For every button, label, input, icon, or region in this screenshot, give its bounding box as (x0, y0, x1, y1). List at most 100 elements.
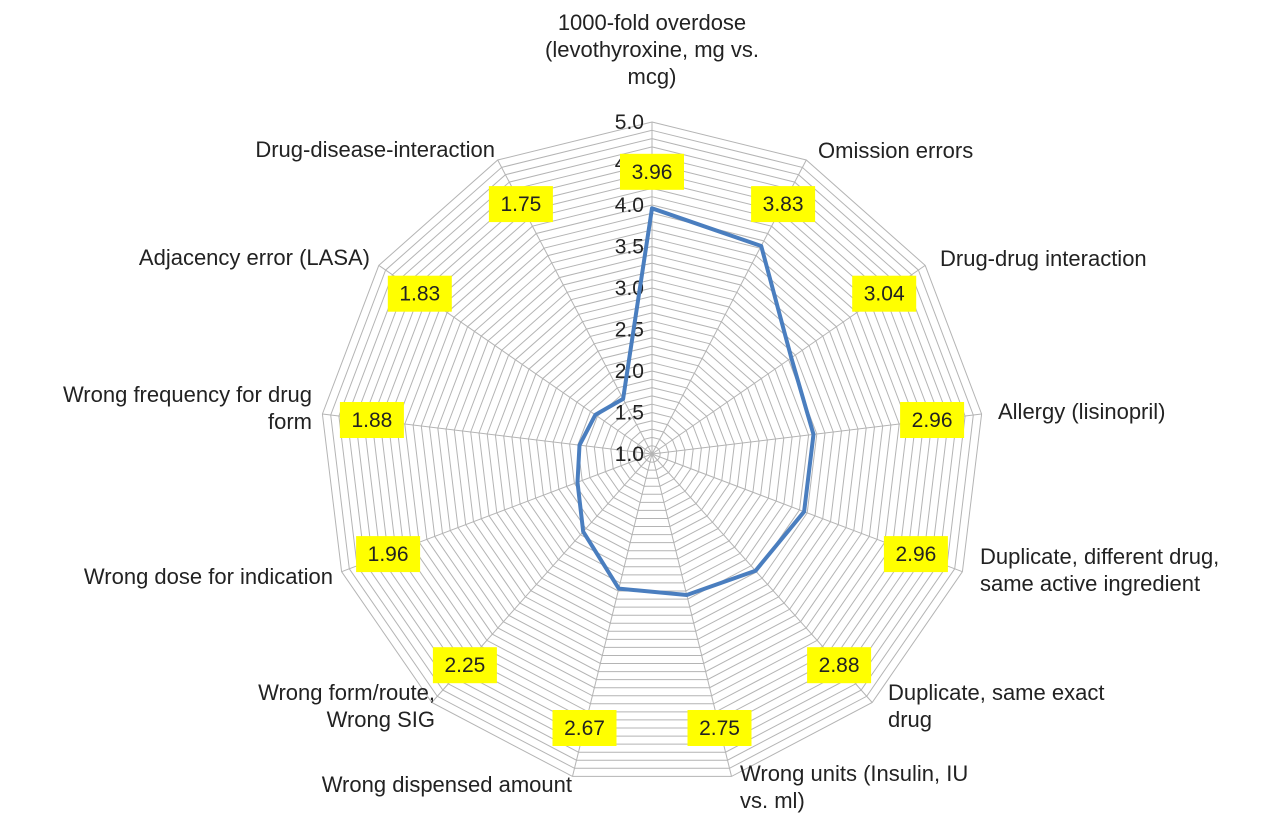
grid-ring (428, 229, 876, 673)
data-label-box (620, 153, 684, 190)
category-label-line: Wrong dispensed amount (322, 772, 572, 797)
data-label-text: 1.83 (399, 283, 440, 306)
tick-label: 1.0 (615, 443, 644, 466)
data-label-box (356, 536, 421, 573)
data-label: 3.96 (620, 153, 684, 190)
category-label-line: Duplicate, same exact (888, 680, 1104, 705)
data-label-text: 3.83 (763, 193, 804, 216)
data-label: 1.75 (488, 186, 553, 223)
grid-ring (453, 254, 851, 648)
grid-ring (396, 196, 908, 705)
category-label: Wrong form/route, Wrong SIG (258, 680, 435, 732)
tick-label: 1.5 (615, 402, 644, 425)
tick-label: 3.0 (615, 277, 644, 300)
data-label-box (488, 186, 553, 223)
data-label: 2.88 (807, 647, 872, 684)
grid-ring (569, 370, 735, 536)
data-label: 3.83 (751, 186, 816, 223)
data-label: 1.88 (339, 402, 404, 438)
grid-ring (338, 138, 966, 761)
category-label-line: form (268, 409, 312, 434)
data-labels: 3.96 3.83 3.04 2.96 2.96 2.88 2.75 2.67 2.25 1.96… (339, 153, 965, 746)
category-label-line: Wrong dose for indication (84, 564, 333, 589)
category-label-line: Wrong SIG (327, 707, 435, 732)
data-label-box (900, 402, 965, 438)
category-label-line: Duplicate, different drug, (980, 544, 1219, 569)
grid-ring (634, 436, 670, 471)
category-label-line: Wrong form/route, (258, 680, 435, 705)
category-label: Duplicate, same exact drug (888, 680, 1104, 732)
category-label: Wrong frequency for drug form (63, 382, 312, 434)
data-label-box (387, 275, 452, 312)
data-label-text: 2.96 (912, 409, 953, 432)
data-label-text: 2.75 (699, 717, 740, 740)
category-label: Drug-drug interaction (940, 246, 1147, 271)
category-label: Omission errors (818, 138, 973, 163)
data-label-text: 1.96 (368, 543, 409, 566)
category-label: Wrong units (Insulin, IU vs. ml) (740, 761, 968, 813)
grid-ring (602, 403, 702, 503)
data-label-text: 2.67 (564, 717, 605, 740)
tick-label: 4.0 (615, 194, 644, 217)
grid-ring (486, 287, 818, 616)
data-label: 3.04 (852, 275, 917, 312)
category-labels: 1000-fold overdose (levothyroxine, mg vs.… (63, 10, 1219, 813)
data-label-text: 1.88 (351, 409, 392, 432)
grid-ring (470, 270, 834, 632)
data-label: 1.83 (387, 275, 452, 312)
category-label-line: same active ingredient (980, 571, 1200, 596)
data-label: 2.75 (687, 710, 752, 746)
grid-ring (643, 445, 661, 463)
category-label-line: drug (888, 707, 932, 732)
series (575, 206, 816, 597)
category-label-line: vs. ml) (740, 788, 805, 813)
grid-ring (610, 411, 694, 495)
grid-ring (330, 129, 974, 769)
grid-ring (461, 262, 843, 640)
grid-ring (593, 395, 711, 511)
category-label: Adjacency error (LASA) (139, 245, 370, 270)
category-label: 1000-fold overdose (levothyroxine, mg vs.… (545, 10, 759, 89)
data-label-text: 3.04 (864, 283, 905, 306)
data-label-box (687, 710, 752, 746)
data-label-text: 2.88 (819, 654, 860, 677)
grid-ring (420, 221, 884, 681)
data-label: 2.96 (883, 536, 948, 573)
grid-ring (371, 171, 933, 729)
tick-label: 5.0 (615, 111, 644, 134)
grid-ring (503, 304, 801, 600)
grid-ring (379, 179, 925, 721)
grid-ring (577, 378, 727, 527)
series-line (575, 206, 816, 597)
category-label-line: Wrong frequency for drug (63, 382, 312, 407)
grid-ring (478, 279, 826, 624)
data-label: 2.67 (552, 710, 617, 746)
data-label-text: 2.96 (895, 543, 936, 566)
grid-ring (412, 212, 892, 689)
data-label-box (552, 710, 617, 746)
category-label: Drug-disease-interaction (255, 137, 495, 162)
grid-ring (536, 337, 768, 568)
data-label-box (852, 275, 917, 312)
grid-ring (544, 345, 760, 560)
tick-label: 2.0 (615, 360, 644, 383)
data-label-box (432, 647, 497, 684)
data-label: 1.96 (356, 536, 421, 573)
category-label-line: mcg) (628, 64, 677, 89)
category-label: Wrong dose for indication (84, 564, 333, 589)
grid-ring (527, 328, 777, 576)
grid-ring (387, 187, 917, 713)
grid-ring (618, 420, 686, 487)
grid-ring (437, 237, 867, 664)
category-label-line: 1000-fold overdose (558, 10, 746, 35)
grid-ring (560, 362, 744, 544)
grid (321, 121, 983, 777)
grid-ring (552, 353, 752, 552)
category-label-line: Wrong units (Insulin, IU (740, 761, 968, 786)
grid-ring (494, 295, 810, 608)
grid-ring (321, 121, 983, 777)
data-label-text: 1.75 (500, 193, 541, 216)
category-label: Duplicate, different drug, same active in… (980, 544, 1219, 596)
category-label: Allergy (lisinopril) (998, 399, 1165, 424)
